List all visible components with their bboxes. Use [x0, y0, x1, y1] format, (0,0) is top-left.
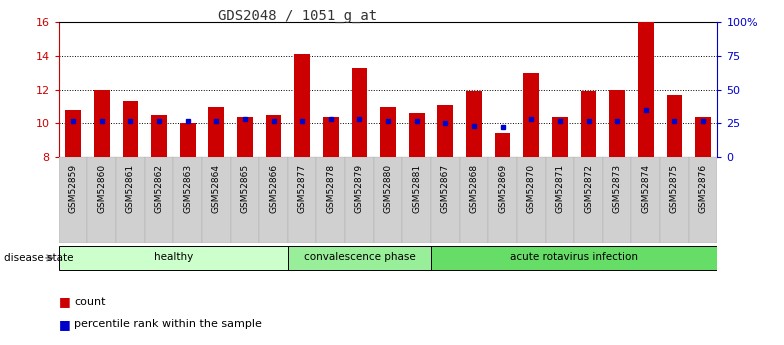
- Bar: [581, 91, 597, 157]
- Text: GSM52860: GSM52860: [97, 164, 107, 213]
- Text: GSM52872: GSM52872: [584, 164, 593, 213]
- Text: healthy: healthy: [154, 253, 193, 262]
- Bar: [59, 246, 288, 269]
- Text: ■: ■: [59, 318, 71, 331]
- Text: GSM52878: GSM52878: [326, 164, 336, 213]
- Bar: [408, 113, 425, 157]
- Bar: [666, 95, 682, 157]
- Text: GSM52876: GSM52876: [699, 164, 707, 213]
- Text: GSM52877: GSM52877: [298, 164, 307, 213]
- Bar: [230, 157, 260, 243]
- Bar: [374, 157, 402, 243]
- Text: GDS2048 / 1051_g_at: GDS2048 / 1051_g_at: [219, 9, 377, 23]
- Text: GSM52865: GSM52865: [241, 164, 249, 213]
- Bar: [495, 134, 510, 157]
- Bar: [546, 157, 574, 243]
- Bar: [209, 107, 224, 157]
- Bar: [638, 22, 654, 157]
- Bar: [65, 110, 81, 157]
- Text: GSM52869: GSM52869: [498, 164, 507, 213]
- Text: GSM52867: GSM52867: [441, 164, 450, 213]
- Text: convalescence phase: convalescence phase: [303, 253, 416, 262]
- Bar: [488, 157, 517, 243]
- Bar: [173, 157, 202, 243]
- Bar: [317, 157, 345, 243]
- Bar: [574, 157, 603, 243]
- Bar: [116, 157, 145, 243]
- Bar: [145, 157, 173, 243]
- Text: GSM52880: GSM52880: [383, 164, 393, 213]
- Bar: [431, 157, 459, 243]
- Bar: [688, 157, 717, 243]
- Text: acute rotavirus infection: acute rotavirus infection: [510, 253, 638, 262]
- Bar: [94, 90, 110, 157]
- Bar: [151, 115, 167, 157]
- Text: percentile rank within the sample: percentile rank within the sample: [74, 319, 263, 329]
- Text: GSM52875: GSM52875: [670, 164, 679, 213]
- Bar: [609, 90, 625, 157]
- Bar: [122, 101, 138, 157]
- Text: ■: ■: [59, 295, 71, 308]
- Bar: [288, 246, 431, 269]
- Text: disease state: disease state: [4, 253, 74, 263]
- Bar: [603, 157, 631, 243]
- Bar: [466, 91, 482, 157]
- Bar: [88, 157, 116, 243]
- Bar: [459, 157, 488, 243]
- Text: GSM52863: GSM52863: [183, 164, 192, 213]
- Text: GSM52874: GSM52874: [641, 164, 650, 213]
- Bar: [180, 123, 195, 157]
- Bar: [695, 117, 711, 157]
- Bar: [524, 73, 539, 157]
- Bar: [288, 157, 317, 243]
- Text: GSM52873: GSM52873: [612, 164, 622, 213]
- Bar: [402, 157, 431, 243]
- Text: GSM52864: GSM52864: [212, 164, 221, 213]
- Text: GSM52879: GSM52879: [355, 164, 364, 213]
- Bar: [323, 117, 339, 157]
- Bar: [517, 157, 546, 243]
- Bar: [345, 157, 374, 243]
- Bar: [237, 117, 252, 157]
- Text: GSM52881: GSM52881: [412, 164, 421, 213]
- Bar: [351, 68, 368, 157]
- Text: GSM52861: GSM52861: [126, 164, 135, 213]
- Bar: [380, 107, 396, 157]
- Bar: [431, 246, 717, 269]
- Text: GSM52870: GSM52870: [527, 164, 535, 213]
- Text: GSM52866: GSM52866: [269, 164, 278, 213]
- Bar: [660, 157, 688, 243]
- Bar: [202, 157, 230, 243]
- Bar: [59, 157, 88, 243]
- Text: count: count: [74, 297, 106, 307]
- Text: GSM52868: GSM52868: [470, 164, 478, 213]
- Text: GSM52859: GSM52859: [69, 164, 78, 213]
- Text: GSM52871: GSM52871: [555, 164, 564, 213]
- Bar: [294, 55, 310, 157]
- Bar: [552, 117, 568, 157]
- Bar: [437, 105, 453, 157]
- Text: GSM52862: GSM52862: [154, 164, 164, 213]
- Bar: [260, 157, 288, 243]
- Bar: [631, 157, 660, 243]
- Bar: [266, 115, 281, 157]
